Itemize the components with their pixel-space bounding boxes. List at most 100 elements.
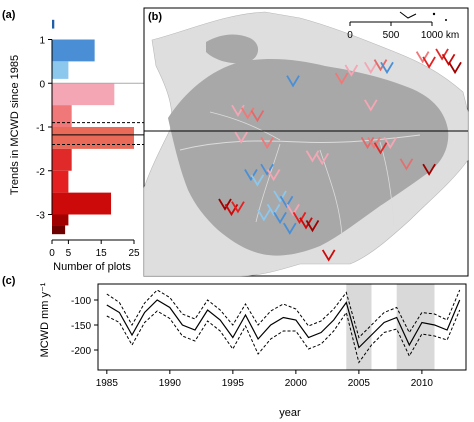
plot-marker bbox=[373, 59, 388, 72]
panel-a-label: (a) bbox=[2, 9, 16, 21]
y-tick-label: -3 bbox=[36, 211, 45, 222]
drought-band bbox=[396, 284, 435, 370]
panel-a-ylabel: Trends in MCWD since 1985 bbox=[9, 55, 21, 195]
x-tick-label: 1990 bbox=[159, 378, 182, 389]
panel-c-ylabel: MCWD mm y⁻¹ bbox=[39, 282, 51, 357]
plot-marker bbox=[273, 190, 287, 203]
panel-a-axes: 10-1-2-30 5 15 25 bbox=[36, 36, 140, 260]
y-tick-label: 0 bbox=[39, 79, 45, 90]
y-tick-label: -200 bbox=[71, 346, 91, 357]
plot-marker bbox=[250, 110, 265, 123]
y-tick-label: -150 bbox=[71, 321, 91, 332]
y-tick-label: -1 bbox=[36, 123, 45, 134]
x-tick-label: 1995 bbox=[222, 378, 245, 389]
plot-marker bbox=[234, 131, 248, 144]
plot-marker bbox=[266, 169, 281, 182]
plot-marker bbox=[305, 219, 320, 233]
plot-marker bbox=[399, 158, 414, 171]
plot-marker bbox=[260, 163, 274, 176]
x-tick-label: 2005 bbox=[348, 378, 371, 389]
scale-tick-label: 500 bbox=[383, 30, 400, 41]
plot-marker bbox=[315, 152, 329, 166]
plot-marker bbox=[364, 99, 378, 112]
x-tick-label: 25 bbox=[128, 248, 140, 259]
histogram-bar bbox=[52, 214, 69, 226]
scale-bar: 0 500 1000 km bbox=[347, 21, 459, 41]
plot-marker bbox=[299, 217, 313, 230]
forest-patch bbox=[330, 79, 395, 118]
x-tick-label: 2010 bbox=[411, 378, 434, 389]
plot-marker bbox=[257, 209, 271, 222]
histogram-bar bbox=[52, 19, 55, 29]
plot-frame bbox=[97, 283, 467, 371]
plot-marker bbox=[435, 48, 449, 61]
plot-marker bbox=[373, 142, 388, 155]
river bbox=[319, 149, 343, 237]
y-tick-label: -2 bbox=[36, 167, 45, 178]
histogram-bar bbox=[52, 61, 69, 79]
plot-marker bbox=[415, 51, 430, 64]
river bbox=[209, 111, 281, 141]
panel-a-reference-lines bbox=[52, 82, 144, 145]
x-tick-label: 1985 bbox=[96, 378, 119, 389]
panel-a: (a) Trends in MCWD since 1985 10-1-2-30 5… bbox=[2, 9, 144, 273]
drought-shading bbox=[346, 284, 435, 370]
panel-c-axes: -100 -150 -200 1985 1990 1995 2000 2005 2010 bbox=[71, 283, 467, 389]
panel-c-label: (c) bbox=[2, 275, 16, 287]
panel-c: (c) MCWD mm y⁻¹ -100 -150 -200 1985 1990 1995… bbox=[2, 275, 467, 419]
river bbox=[179, 134, 421, 151]
plot-marker bbox=[367, 136, 381, 150]
plot-marker bbox=[383, 136, 398, 150]
plot-markers bbox=[218, 48, 462, 262]
panel-c-xlabel: year bbox=[279, 407, 301, 419]
plot-marker bbox=[380, 61, 394, 75]
panel-a-bars bbox=[52, 19, 134, 235]
drought-band bbox=[346, 284, 372, 370]
island bbox=[432, 12, 436, 16]
scale-tick-label: 0 bbox=[347, 30, 353, 41]
coastline bbox=[399, 11, 417, 19]
plot-marker bbox=[266, 203, 281, 217]
histogram-bar bbox=[52, 225, 66, 235]
plot-marker bbox=[283, 222, 297, 235]
plot-marker bbox=[334, 72, 349, 85]
histogram-bar bbox=[52, 83, 115, 106]
histogram-bar bbox=[52, 148, 72, 171]
plot-marker bbox=[364, 61, 378, 75]
plot-marker bbox=[441, 53, 456, 67]
plot-marker bbox=[286, 203, 300, 217]
histogram-bar bbox=[52, 127, 134, 149]
plot-marker bbox=[260, 136, 274, 150]
x-tick-label: 5 bbox=[66, 248, 72, 259]
ci-lower-line bbox=[106, 309, 461, 364]
plot-marker bbox=[218, 198, 232, 211]
plot-marker bbox=[321, 249, 336, 262]
plot-marker bbox=[292, 211, 307, 225]
island bbox=[445, 19, 447, 21]
forest-patch bbox=[206, 34, 259, 64]
panel-b-map: (b) 0 500 1000 km bbox=[143, 7, 469, 277]
histogram-bar bbox=[52, 105, 72, 127]
mean-line bbox=[106, 299, 461, 349]
y-tick-label: -100 bbox=[71, 296, 91, 307]
panel-a-xlabel: Number of plots bbox=[53, 261, 131, 273]
panel-b-label: (b) bbox=[148, 11, 162, 23]
histogram-bar bbox=[52, 170, 69, 193]
histogram-bar bbox=[52, 192, 112, 215]
histogram-bar bbox=[52, 39, 95, 62]
river bbox=[255, 143, 281, 223]
plot-marker bbox=[286, 75, 300, 88]
scale-tick-label: 1000 km bbox=[421, 30, 459, 41]
plot-marker bbox=[273, 211, 287, 225]
mcwd-series bbox=[106, 289, 461, 364]
plot-marker bbox=[231, 201, 245, 214]
x-tick-label: 0 bbox=[49, 248, 55, 259]
x-tick-label: 15 bbox=[96, 248, 108, 259]
y-tick-label: 1 bbox=[39, 36, 45, 47]
plot-marker bbox=[360, 136, 375, 150]
plot-marker bbox=[448, 61, 462, 75]
plot-marker bbox=[279, 195, 294, 209]
x-tick-label: 2000 bbox=[285, 378, 308, 389]
ci-upper-line bbox=[106, 289, 461, 339]
